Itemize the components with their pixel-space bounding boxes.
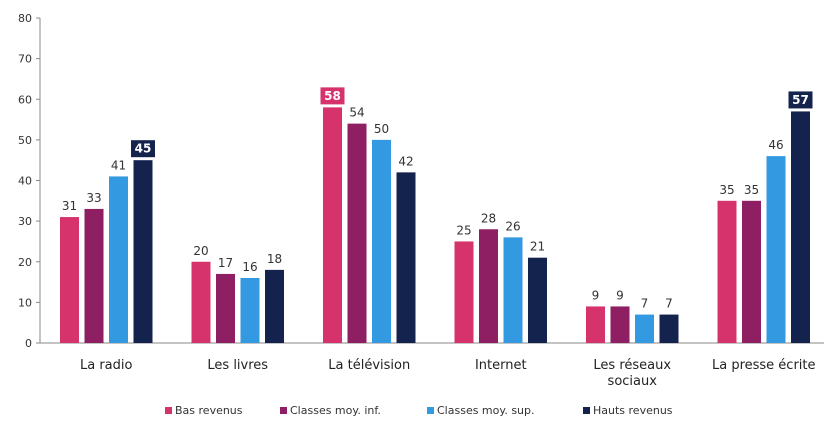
bar: [133, 160, 153, 343]
x-tick-label: Internet: [475, 358, 527, 373]
x-tick-label: Les livres: [207, 358, 268, 373]
x-tick-label: La radio: [80, 358, 133, 373]
data-label: 20: [193, 244, 208, 258]
bar: [742, 200, 761, 343]
data-label-box: [788, 91, 813, 109]
bar: [109, 176, 128, 343]
data-label: 26: [505, 219, 520, 233]
bar: [191, 261, 211, 343]
data-label: 9: [592, 288, 600, 302]
bar: [454, 241, 474, 343]
y-tick-label: 20: [18, 256, 32, 269]
data-label: 54: [349, 106, 364, 120]
bar: [766, 156, 786, 343]
data-label: 7: [641, 297, 649, 311]
bar: [216, 273, 235, 343]
bar: [372, 139, 391, 343]
bar: [479, 229, 498, 343]
x-tick-label: La télévision: [328, 358, 410, 373]
legend-label: Classes moy. sup.: [437, 404, 535, 417]
data-label: 41: [111, 158, 126, 172]
x-tick-label: Les réseaux: [593, 358, 671, 373]
legend-swatch: [280, 407, 287, 414]
legend-label: Classes moy. inf.: [290, 404, 381, 417]
bar: [659, 314, 679, 343]
data-label: 35: [719, 183, 734, 197]
data-label: 31: [62, 199, 77, 213]
legend-label: Hauts revenus: [593, 404, 673, 417]
data-label: 28: [481, 211, 496, 225]
legend-swatch: [165, 407, 172, 414]
data-label: 17: [218, 256, 233, 270]
bar: [503, 237, 523, 343]
bar: [323, 107, 342, 343]
legend-label: Bas revenus: [175, 404, 243, 417]
bar: [717, 200, 737, 343]
bar: [528, 257, 547, 343]
y-tick-label: 30: [18, 215, 32, 228]
data-label-box: [320, 87, 345, 105]
legend-swatch: [427, 407, 434, 414]
y-tick-label: 40: [18, 175, 32, 188]
y-tick-label: 50: [18, 134, 32, 147]
bar: [586, 306, 605, 343]
y-tick-label: 70: [18, 53, 32, 66]
x-tick-label: La presse écrite: [712, 358, 816, 373]
y-tick-label: 60: [18, 93, 32, 106]
bar: [240, 278, 260, 343]
data-label: 58: [324, 89, 341, 103]
data-label-box: [131, 140, 155, 158]
data-label: 50: [374, 122, 389, 136]
data-label: 46: [768, 138, 783, 152]
data-label: 42: [398, 154, 413, 168]
data-label: 25: [456, 223, 471, 237]
data-label: 16: [242, 260, 257, 274]
bar: [791, 111, 810, 343]
y-tick-label: 0: [25, 337, 32, 350]
data-label: 35: [744, 183, 759, 197]
data-label: 9: [616, 288, 624, 302]
data-label: 21: [530, 240, 545, 254]
bar: [347, 123, 367, 343]
bar: [635, 314, 654, 343]
y-tick-label: 80: [18, 12, 32, 25]
bar: [610, 306, 630, 343]
data-label: 57: [792, 93, 809, 107]
bar: [84, 208, 104, 343]
bar: [60, 217, 79, 343]
y-tick-label: 10: [18, 296, 32, 309]
bar: [396, 172, 416, 343]
data-label: 33: [86, 191, 101, 205]
legend-swatch: [583, 407, 590, 414]
bar: [265, 269, 284, 343]
x-tick-label: sociaux: [608, 374, 658, 389]
data-label: 18: [267, 252, 282, 266]
data-label: 7: [665, 297, 673, 311]
data-label: 45: [135, 142, 152, 156]
